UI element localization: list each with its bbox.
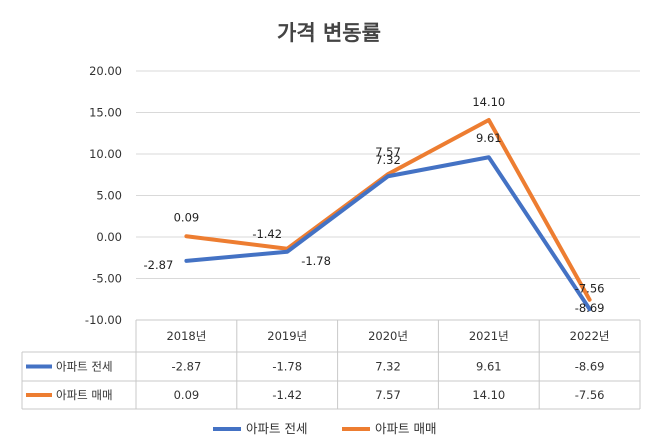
chart-title: 가격 변동률	[277, 21, 381, 45]
data-label: 14.10	[472, 95, 505, 109]
y-tick-label: -5.00	[92, 272, 122, 286]
y-tick-label: -10.00	[85, 313, 122, 327]
data-label: -2.87	[144, 258, 174, 272]
table-series-name: 아파트 매매	[56, 388, 113, 402]
data-label: 0.09	[174, 210, 200, 224]
legend-label: 아파트 전세	[246, 421, 307, 436]
table-cell-value: 14.10	[472, 388, 505, 402]
table-cell-value: -1.42	[272, 388, 302, 402]
y-tick-label: 15.00	[89, 106, 122, 120]
series-line	[184, 117, 592, 302]
x-category-label: 2018년	[166, 329, 206, 343]
table-cell-value: 0.09	[174, 388, 200, 402]
y-tick-label: 5.00	[96, 189, 122, 203]
data-label: -8.69	[575, 301, 605, 315]
data-label: -7.56	[575, 282, 605, 296]
series-line	[184, 155, 592, 312]
gridlines	[136, 70, 640, 279]
data-label: 7.32	[375, 153, 401, 167]
x-category-label: 2021년	[469, 329, 509, 343]
x-category-label: 2020년	[368, 329, 408, 343]
table-cell-value: -1.78	[272, 360, 302, 374]
table-cell-value: 7.57	[375, 388, 401, 402]
legend-label: 아파트 매매	[375, 421, 436, 436]
y-axis-ticks: 20.00 15.00 10.00 5.00 0.00 -5.00 -10.00	[85, 64, 122, 327]
table-cell-value: -7.56	[575, 388, 605, 402]
table-cell-value: 7.32	[375, 360, 401, 374]
x-category-label: 2022년	[570, 329, 610, 343]
data-label: 9.61	[476, 131, 502, 145]
y-tick-label: 10.00	[89, 147, 122, 161]
series-lines	[184, 117, 592, 312]
table-cell-value: -2.87	[172, 360, 202, 374]
y-tick-label: 0.00	[96, 230, 122, 244]
y-tick-label: 20.00	[89, 64, 122, 78]
x-category-label: 2019년	[267, 329, 307, 343]
data-label: 7.57	[375, 145, 401, 159]
table-cell-value: -8.69	[575, 360, 605, 374]
data-label: -1.42	[252, 227, 282, 241]
table-series-name: 아파트 전세	[56, 360, 113, 374]
data-labels: -2.87 -1.78 7.32 9.61 -8.69 0.09 -1.42 7.57 14.1…	[144, 95, 605, 315]
legend: 아파트 전세 아파트 매매	[213, 421, 436, 436]
data-label: -1.78	[301, 254, 331, 268]
table-cell-value: 9.61	[476, 360, 502, 374]
